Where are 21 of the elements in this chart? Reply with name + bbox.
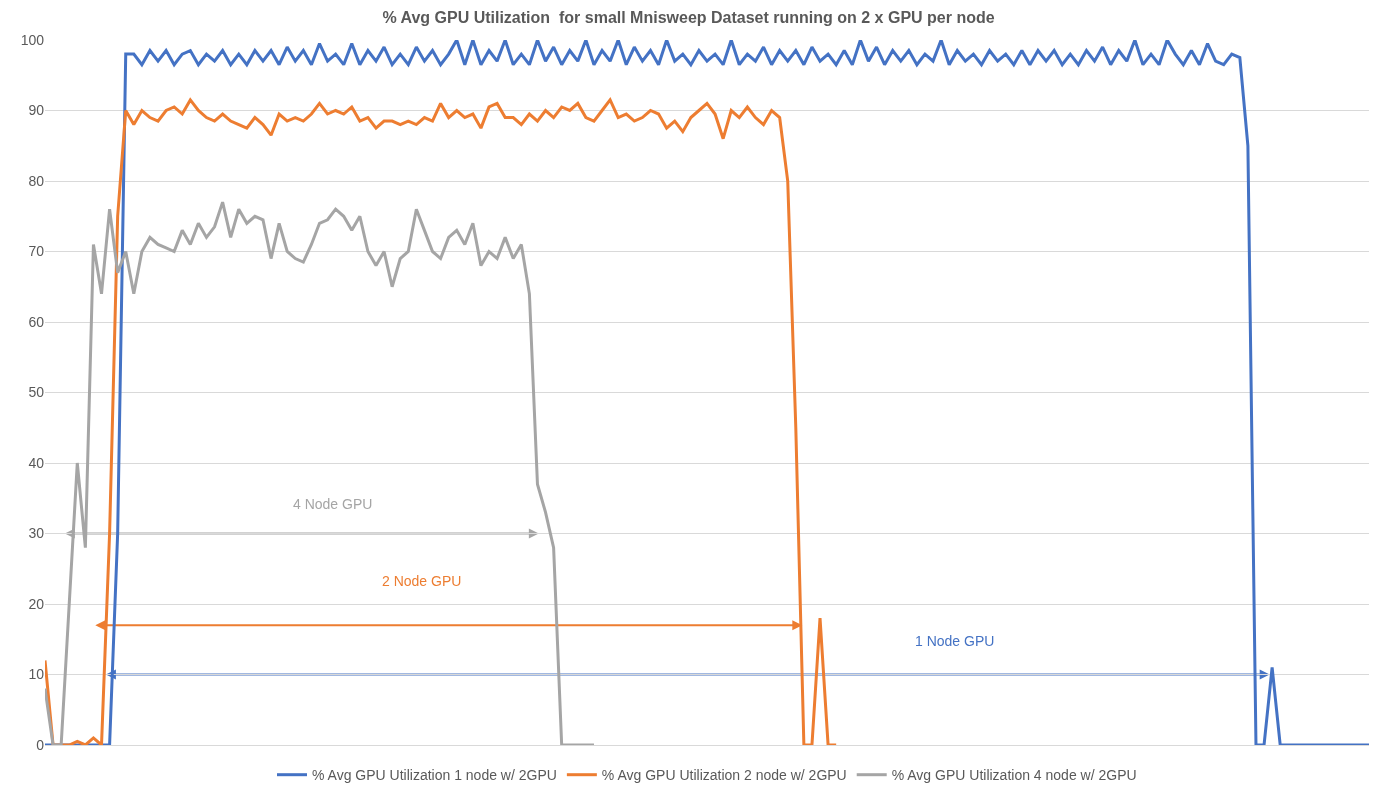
- y-tick-label: 100: [20, 31, 45, 48]
- y-tick-label: 50: [28, 384, 45, 401]
- line-series: [45, 200, 596, 745]
- y-tick-label: 20: [28, 595, 45, 612]
- annotation: 2 Node GPU: [382, 573, 462, 589]
- chart-title: % Avg GPU Utilization for small Mnisweep Dataset running on 2 x GPU per node: [382, 9, 995, 27]
- y-tick-label: 40: [28, 454, 45, 471]
- y-tick-label: 70: [28, 243, 45, 260]
- y-tick-label: 10: [28, 666, 45, 683]
- y-tick-label: 0: [36, 736, 45, 753]
- y-tick-label: 30: [28, 525, 45, 542]
- legend-label: % Avg GPU Utilization 2 node w/ 2GPU: [601, 767, 847, 784]
- annotation: 1 Node GPU: [915, 633, 995, 649]
- legend-label: % Avg GPU Utilization 4 node w/ 2GPU: [891, 767, 1137, 784]
- annotation: 4 Node GPU: [293, 496, 373, 512]
- legend-label: % Avg GPU Utilization 1 node w/ 2GPU: [312, 767, 557, 784]
- y-tick-label: 60: [28, 313, 45, 330]
- y-tick-label: 80: [28, 172, 45, 189]
- line-series: [45, 40, 1369, 745]
- line-series: [45, 98, 838, 745]
- y-tick-label: 90: [28, 102, 45, 119]
